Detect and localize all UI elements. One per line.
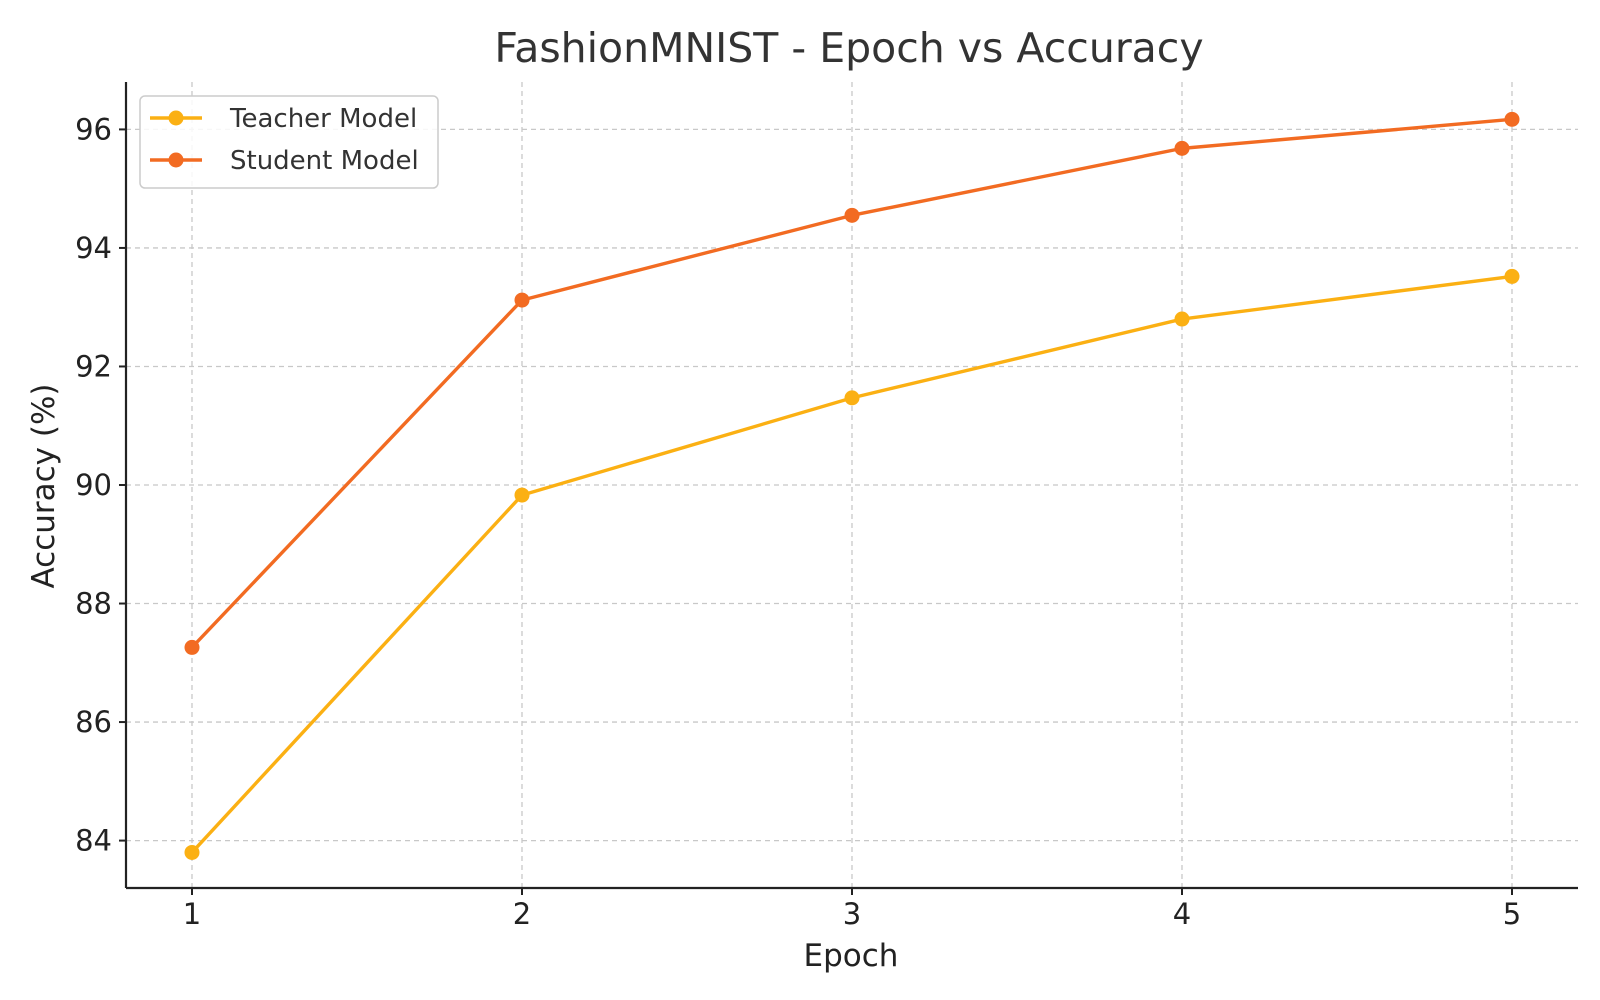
y-axis-label: Accuracy (%)	[26, 383, 62, 588]
x-tick-label: 4	[1173, 897, 1191, 931]
data-point	[1504, 111, 1520, 127]
y-tick-label: 86	[75, 705, 112, 739]
data-point	[184, 844, 200, 860]
x-tick-label: 3	[843, 897, 861, 931]
data-point	[1504, 268, 1520, 284]
chart-title: FashionMNIST - Epoch vs Accuracy	[494, 24, 1203, 72]
legend-label-2: Student Model	[230, 146, 419, 176]
y-tick-label: 88	[75, 587, 112, 621]
grid-lines	[126, 82, 1578, 888]
data-point	[1174, 311, 1190, 327]
legend-box	[139, 95, 439, 189]
x-tick-label: 1	[183, 897, 201, 931]
axes: 1 2 3 4 5 84 86 88 90 92 94 96	[75, 82, 1578, 931]
data-point	[844, 207, 860, 223]
y-tick-label: 94	[75, 231, 112, 265]
data-point	[514, 292, 530, 308]
x-tick-label: 5	[1503, 897, 1521, 931]
y-tick-label: 84	[75, 824, 112, 858]
x-tick-label: 2	[513, 897, 531, 931]
data-point	[184, 639, 200, 655]
y-tick-label: 96	[75, 112, 112, 146]
series-layer	[184, 111, 1520, 860]
legend: Teacher Model Student Model	[139, 95, 439, 189]
legend-marker-2	[168, 152, 184, 168]
y-tick-label: 90	[75, 468, 112, 502]
x-axis-label: Epoch	[804, 938, 899, 974]
legend-marker-1	[168, 110, 184, 126]
legend-label-1: Teacher Model	[229, 104, 417, 134]
data-point	[1174, 140, 1190, 156]
y-tick-label: 92	[75, 349, 112, 383]
data-point	[514, 487, 530, 503]
data-point	[844, 390, 860, 406]
